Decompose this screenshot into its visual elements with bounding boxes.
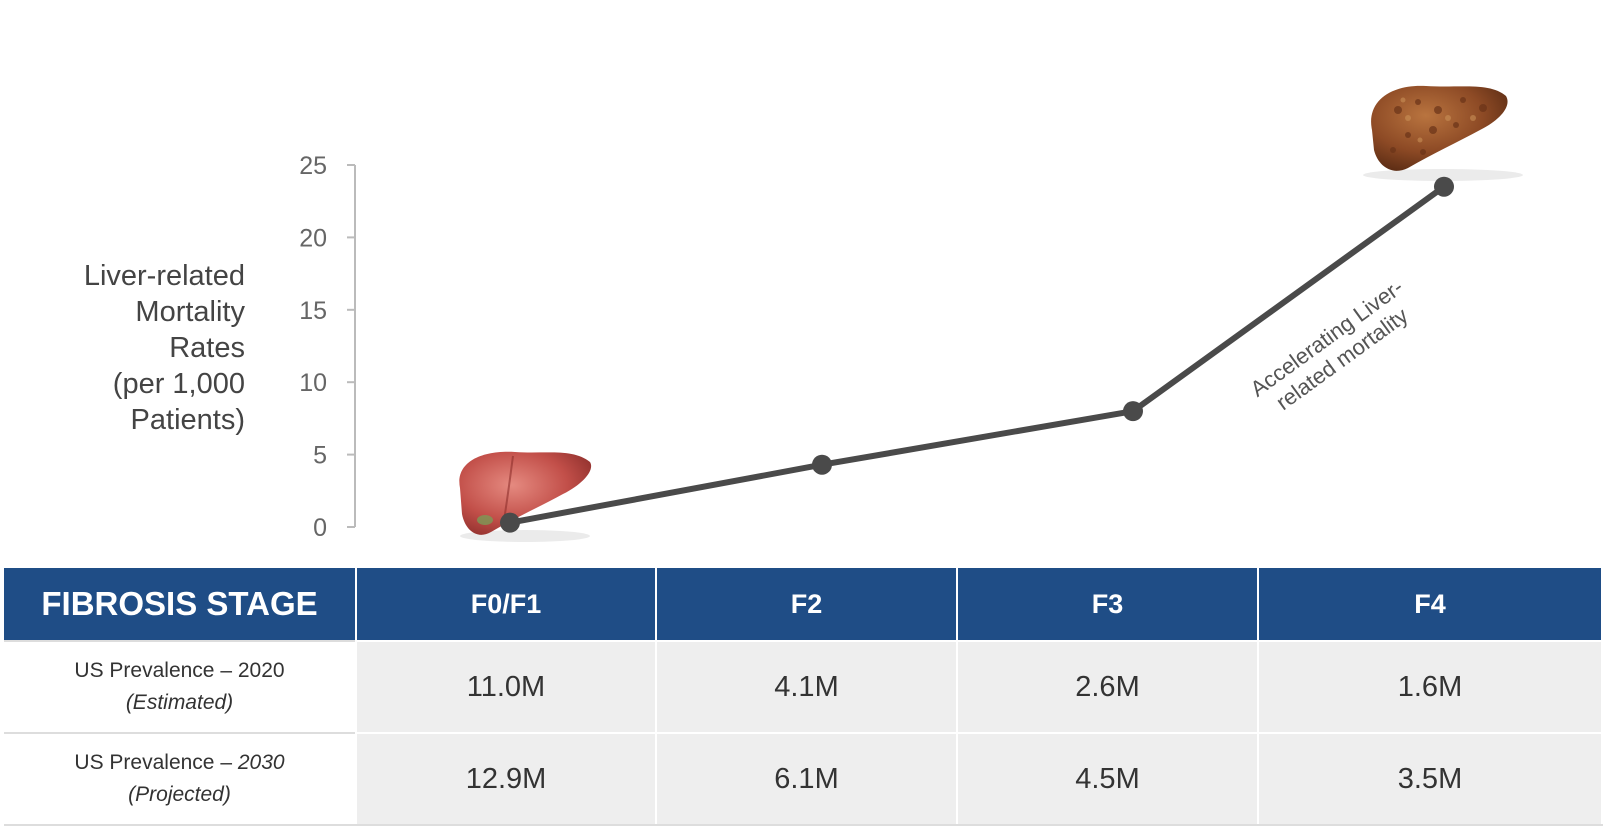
- data-point-f2: [812, 454, 832, 475]
- table-cell: 11.0M: [356, 640, 657, 733]
- table-cell: 2.6M: [957, 640, 1259, 733]
- mortality-chart: 0 5 10 15 20 25: [299, 85, 1523, 542]
- table-row: US Prevalence – 2020 (Estimated) 11.0M 4…: [4, 640, 1603, 733]
- y-tick-label: 15: [299, 297, 327, 325]
- table-cell: 6.1M: [656, 732, 958, 826]
- row-label-2030: US Prevalence – 2030 (Projected): [4, 732, 357, 826]
- row-label-2020: US Prevalence – 2020 (Estimated): [4, 640, 357, 733]
- data-point-f4: [1434, 176, 1454, 197]
- y-tick-label: 20: [299, 224, 327, 252]
- y-axis-label-line: (per 1,000: [112, 368, 245, 400]
- data-point-f0-f1: [500, 512, 520, 533]
- table-cell: 12.9M: [356, 732, 657, 826]
- cirrhotic-liver-icon: [1363, 85, 1523, 181]
- y-axis-label: Liver-related Mortality Rates (per 1,000…: [20, 258, 245, 438]
- table-cell: 1.6M: [1258, 640, 1603, 733]
- column-header-f3: F3: [957, 568, 1259, 641]
- column-header-f2: F2: [656, 568, 958, 641]
- fibrosis-stage-table: FIBROSIS STAGE F0/F1 F2 F3 F4 US Prevale…: [4, 568, 1603, 826]
- table-cell: 3.5M: [1258, 732, 1603, 826]
- column-header-f0-f1: F0/F1: [356, 568, 657, 641]
- healthy-liver-icon: [459, 451, 592, 542]
- row-label-main: US Prevalence – 2020: [74, 659, 285, 682]
- y-tick-label: 10: [299, 369, 327, 397]
- data-point-f3: [1123, 401, 1143, 422]
- mortality-series-line: [509, 184, 1446, 526]
- y-tick-label: 25: [299, 152, 327, 180]
- y-axis-label-line: Mortality: [135, 296, 245, 328]
- y-tick-label: 5: [313, 442, 327, 470]
- y-tick-label: 0: [313, 514, 327, 542]
- row-label-sub: (Estimated): [125, 691, 234, 714]
- fibrosis-stage-header: FIBROSIS STAGE: [4, 568, 357, 641]
- row-label-main: US Prevalence –: [74, 751, 233, 774]
- row-label-year: 2030: [237, 751, 285, 774]
- table-row: US Prevalence – 2030 (Projected) 12.9M 6…: [4, 732, 1603, 826]
- row-label-sub: (Projected): [128, 783, 231, 806]
- y-axis-label-line: Patients): [130, 404, 245, 436]
- y-axis-label-line: Liver-related: [83, 260, 245, 292]
- table-cell: 4.5M: [957, 732, 1259, 826]
- column-header-f4: F4: [1258, 568, 1603, 641]
- table-header-row: FIBROSIS STAGE F0/F1 F2 F3 F4: [4, 568, 1603, 641]
- table-cell: 4.1M: [656, 640, 958, 733]
- y-axis-label-line: Rates: [169, 332, 245, 364]
